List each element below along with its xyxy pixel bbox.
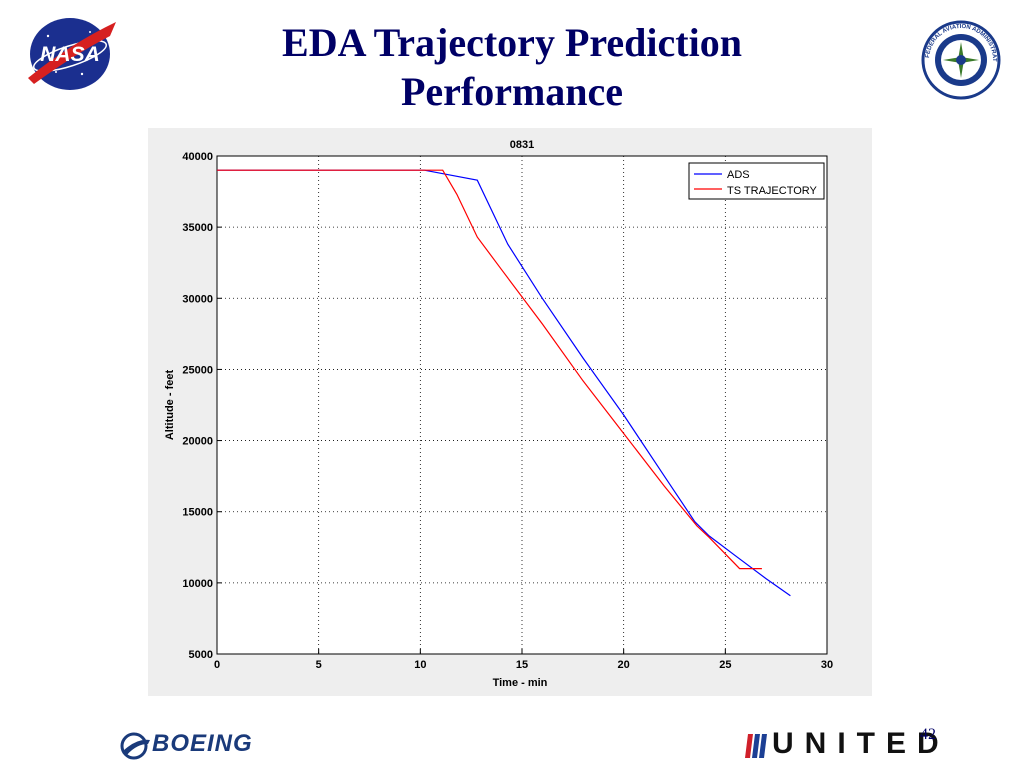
x-tick-label: 15 bbox=[516, 659, 528, 671]
series-line-ads bbox=[217, 169, 791, 597]
y-tick-label: 10000 bbox=[182, 578, 213, 590]
united-wordmark: UNITED bbox=[772, 727, 950, 760]
y-tick-label: 5000 bbox=[189, 649, 213, 661]
x-tick-label: 25 bbox=[719, 659, 731, 671]
series-line-ts-trajectory bbox=[217, 169, 762, 570]
x-tick-label: 0 bbox=[214, 659, 220, 671]
legend-label-ts: TS TRAJECTORY bbox=[727, 185, 818, 197]
y-tick-label: 30000 bbox=[182, 293, 213, 305]
faa-seal-logo: FEDERAL AVIATION ADMINISTRATION bbox=[917, 20, 1001, 100]
x-tick-label: 5 bbox=[316, 659, 322, 671]
slide-title: EDA Trajectory Prediction Performance bbox=[282, 20, 742, 114]
boeing-wordmark: BOEING bbox=[152, 730, 253, 757]
page-number: 42 bbox=[920, 726, 936, 743]
x-axis-label: Time - min bbox=[493, 677, 548, 689]
x-tick-label: 20 bbox=[618, 659, 630, 671]
legend: ADS TS TRAJECTORY bbox=[688, 162, 825, 200]
axis-ticks: 0 5 10 15 20 25 30 5000 10000 15000 20000 25000 3000… bbox=[182, 151, 833, 671]
united-tulip-logo bbox=[745, 734, 767, 758]
y-tick-label: 25000 bbox=[182, 364, 213, 376]
legend-label-ads: ADS bbox=[727, 169, 750, 181]
chart-title: 0831 bbox=[510, 139, 534, 151]
y-axis-label: Altitude - feet bbox=[164, 370, 176, 441]
y-tick-label: 35000 bbox=[182, 222, 213, 234]
nasa-meatball-logo: NASA bbox=[28, 18, 116, 90]
series-layer bbox=[217, 169, 791, 597]
boeing-logo bbox=[120, 732, 150, 760]
legend-box bbox=[688, 162, 825, 200]
x-tick-label: 10 bbox=[414, 659, 426, 671]
grid bbox=[217, 156, 827, 654]
y-tick-label: 40000 bbox=[182, 151, 213, 163]
nasa-logo-text: NASA bbox=[40, 43, 100, 66]
y-tick-label: 20000 bbox=[182, 436, 213, 448]
x-tick-label: 30 bbox=[821, 659, 833, 671]
y-tick-label: 15000 bbox=[182, 507, 213, 519]
